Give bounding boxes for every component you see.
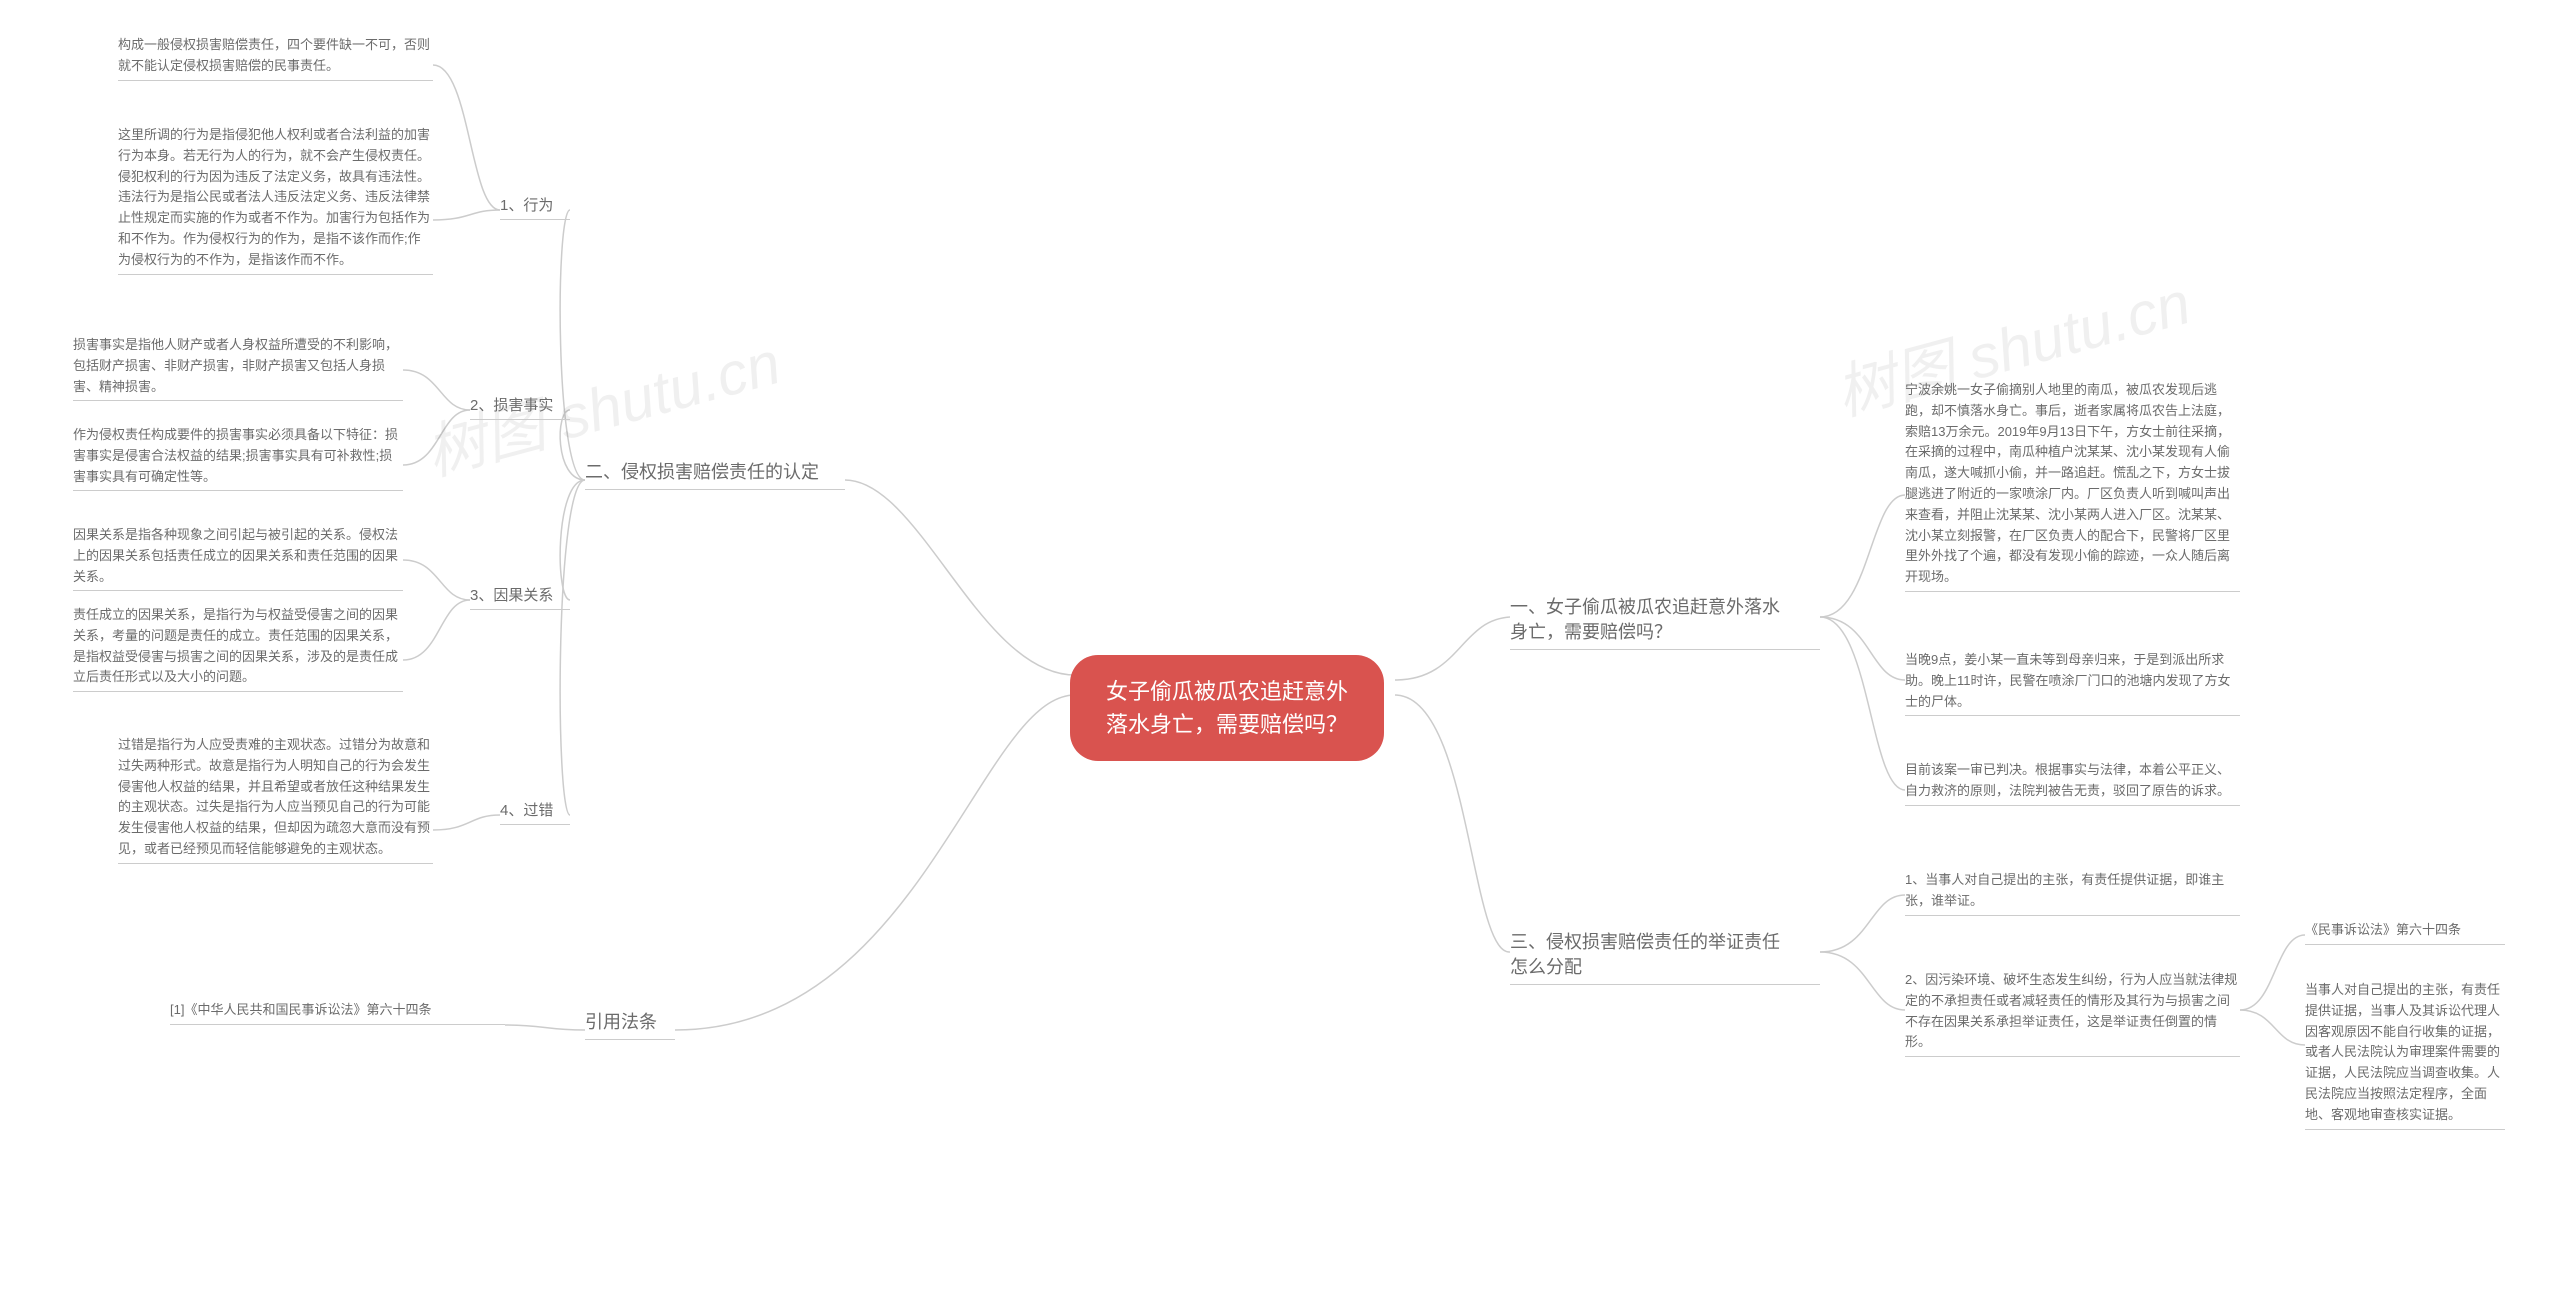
leaf-l2-0-0: 构成一般侵权损害赔偿责任，四个要件缺一不可，否则就不能认定侵权损害赔偿的民事责任… xyxy=(118,35,433,81)
leaf-l2-2-0: 因果关系是指各种现象之间引起与被引起的关系。侵权法上的因果关系包括责任成立的因果… xyxy=(73,525,403,591)
branch-l2: 二、侵权损害赔偿责任的认定 xyxy=(585,460,845,490)
leaf-r3-1: 2、因污染环境、破坏生态发生纠纷，行为人应当就法律规定的不承担责任或者减轻责任的… xyxy=(1905,970,2240,1057)
leaf-l2-1-0: 损害事实是指他人财产或者人身权益所遭受的不利影响，包括财产损害、非财产损害，非财… xyxy=(73,335,403,401)
center-node: 女子偷瓜被瓜农追赶意外落水身亡，需要赔偿吗？ xyxy=(1070,655,1384,761)
branch-r1: 一、女子偷瓜被瓜农追赶意外落水身亡，需要赔偿吗？ xyxy=(1510,595,1820,650)
leaf-l2-3-0: 过错是指行为人应受责难的主观状态。过错分为故意和过失两种形式。故意是指行为人明知… xyxy=(118,735,433,864)
branch-l-cite: 引用法条 xyxy=(585,1010,675,1040)
sub-l2-0: 1、行为 xyxy=(500,195,570,220)
leaf-l2-1-1: 作为侵权责任构成要件的损害事实必须具备以下特征：损害事实是侵害合法权益的结果;损… xyxy=(73,425,403,491)
leaf-l2-0-1: 这里所调的行为是指侵犯他人权利或者合法利益的加害行为本身。若无行为人的行为，就不… xyxy=(118,125,433,275)
leaf-r3-0: 1、当事人对自己提出的主张，有责任提供证据，即谁主张，谁举证。 xyxy=(1905,870,2240,916)
sub-l2-2: 3、因果关系 xyxy=(470,585,570,610)
branch-r3: 三、侵权损害赔偿责任的举证责任怎么分配 xyxy=(1510,930,1820,985)
leaf-r1-2: 目前该案一审已判决。根据事实与法律，本着公平正义、自力救济的原则，法院判被告无责… xyxy=(1905,760,2240,806)
leaf-r1-1: 当晚9点，姜小某一直未等到母亲归来，于是到派出所求助。晚上11时许，民警在喷涂厂… xyxy=(1905,650,2240,716)
leaf-l-cite-x-0: [1]《中华人民共和国民事诉讼法》第六十四条 xyxy=(170,1000,505,1025)
leaf-r1-0: 宁波余姚一女子偷摘别人地里的南瓜，被瓜农发现后逃跑，却不慎落水身亡。事后，逝者家… xyxy=(1905,380,2240,592)
sub-l2-1: 2、损害事实 xyxy=(470,395,570,420)
leaf-r3-1-0: 《民事诉讼法》第六十四条 xyxy=(2305,920,2505,945)
leaf-l2-2-1: 责任成立的因果关系，是指行为与权益受侵害之间的因果关系，考量的问题是责任的成立。… xyxy=(73,605,403,692)
sub-l2-3: 4、过错 xyxy=(500,800,570,825)
leaf-r3-1-1: 当事人对自己提出的主张，有责任提供证据，当事人及其诉讼代理人因客观原因不能自行收… xyxy=(2305,980,2505,1130)
